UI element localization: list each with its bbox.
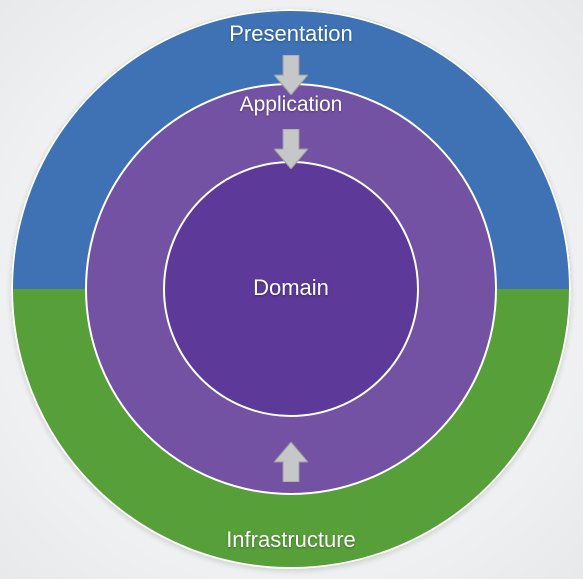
infrastructure-label: Infrastructure [191, 527, 391, 553]
presentation-label: Presentation [191, 21, 391, 47]
domain-label: Domain [191, 275, 391, 301]
application-label: Application [191, 93, 391, 117]
presentation-to-application-arrow-icon [274, 55, 308, 95]
onion-architecture-diagram: Presentation Application Domain Infrastr… [0, 0, 583, 579]
application-to-domain-arrow-icon [274, 129, 308, 169]
infrastructure-to-application-arrow-icon [274, 442, 308, 482]
